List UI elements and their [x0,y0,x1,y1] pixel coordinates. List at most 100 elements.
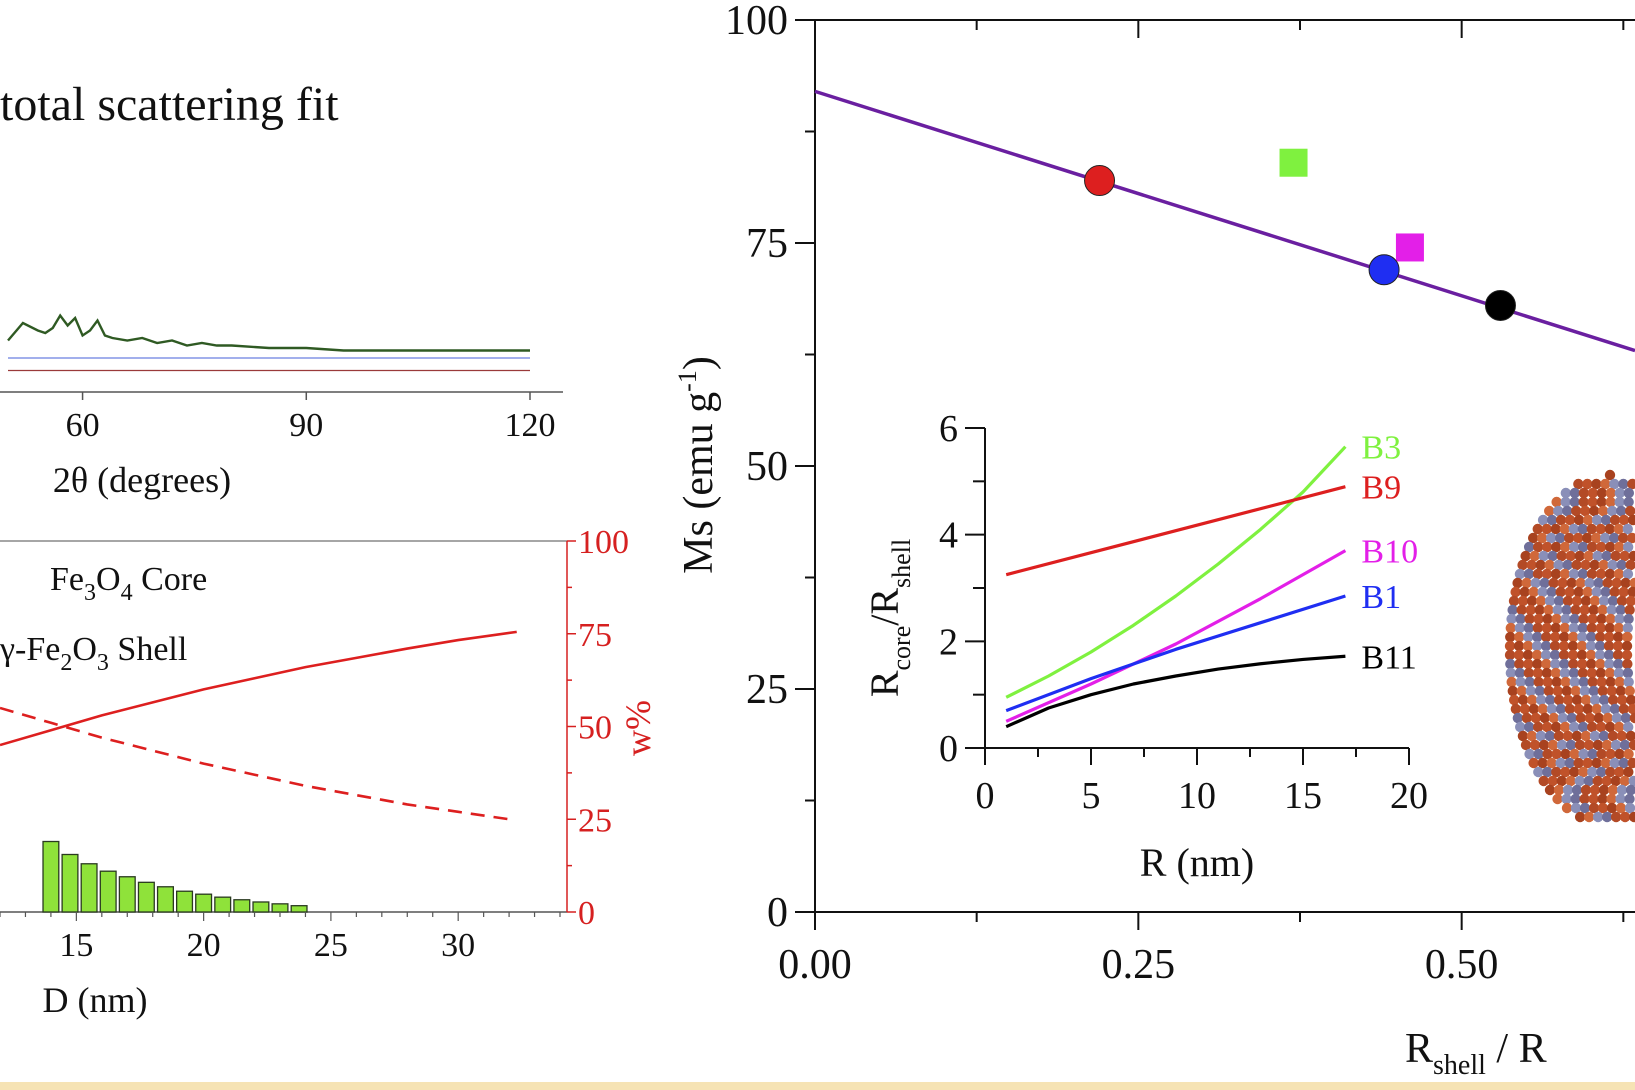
atom-sphere [1515,613,1526,625]
atom-sphere [1618,586,1629,598]
atom-sphere [1622,568,1634,580]
atom-sphere [1562,505,1573,517]
atom-sphere [1587,721,1598,733]
atom-sphere [1530,712,1542,724]
atom-sphere [1552,793,1563,805]
ms-point-B9 [1084,165,1116,197]
atom-sphere [1571,694,1583,706]
atom-sphere [1558,640,1570,652]
atom-sphere [1547,775,1558,787]
atom-sphere [1579,793,1590,805]
atom-sphere [1565,775,1576,787]
atom-sphere [1595,568,1607,580]
atom-sphere [1555,703,1567,715]
distribution-y2-tick-label: 75 [578,617,612,654]
atom-sphere [1587,496,1598,508]
atom-sphere [1523,667,1535,679]
atom-sphere [1578,721,1589,733]
atom-sphere [1537,586,1548,598]
atom-sphere [1624,685,1635,697]
atom-sphere [1514,622,1525,634]
atom-sphere [1586,667,1598,679]
atom-sphere [1564,757,1575,769]
atom-sphere [1609,514,1621,526]
atom-sphere [1601,775,1612,787]
ms-y-tick-label: 0 [767,890,788,936]
atom-sphere [1523,658,1534,670]
distribution-w-lines [0,630,517,821]
atom-sphere [1604,541,1616,553]
inset-line-B11 [1005,654,1346,729]
atom-sphere [1519,586,1530,598]
size-bar [156,886,174,913]
atom-sphere [1570,802,1582,814]
atom-sphere [1542,613,1553,625]
atom-sphere [1609,478,1620,490]
diffraction-x-label: 2θ (degrees) [53,460,231,500]
atom-sphere [1546,586,1557,598]
atom-sphere [1543,604,1554,616]
size-bar [61,853,79,913]
inset-y-label-sub1: core [887,626,916,671]
atom-sphere [1609,586,1620,598]
atom-sphere [1607,694,1619,706]
atom-sphere [1605,748,1616,760]
atom-sphere [1579,685,1590,697]
atom-sphere [1551,613,1562,625]
atom-sphere [1551,721,1562,733]
atom-sphere [1595,658,1606,670]
atom-sphere [1619,811,1631,823]
atom-sphere [1525,685,1536,697]
ms-y-label-main: Ms (emu g [676,392,722,574]
distribution-x-tick-label: 25 [314,927,348,964]
atom-sphere [1553,730,1565,742]
inset-line-B3 [1005,445,1347,699]
atom-sphere [1586,622,1597,634]
atom-sphere [1587,487,1599,499]
atom-sphere [1556,775,1567,787]
atom-sphere [1505,622,1516,634]
atom-sphere [1505,658,1516,670]
atom-sphere [1541,622,1552,634]
atom-sphere [1513,649,1525,661]
atom-sphere [1618,478,1629,490]
atom-sphere [1532,631,1543,643]
atom-sphere [1582,586,1593,598]
atom-sphere [1607,505,1618,517]
atom-sphere [1568,667,1580,679]
size-bar [99,870,117,913]
atom-sphere [1587,676,1598,688]
atom-sphere [1550,667,1562,679]
atom-sphere [1550,568,1562,580]
distribution-y2-tick-label: 100 [578,524,629,561]
inset-x-label: R (nm) [1140,840,1254,885]
atom-sphere [1611,712,1623,724]
atom-sphere [1596,487,1608,499]
atom-sphere [1577,667,1589,679]
atom-sphere [1533,676,1544,688]
atom-sphere [1573,514,1585,526]
atom-sphere [1604,469,1616,481]
atom-sphere [1544,694,1556,706]
inset-line-B9 [1005,485,1346,577]
atom-sphere [1594,640,1606,652]
atom-sphere [1596,721,1607,733]
atom-sphere [1588,604,1599,616]
atom-sphere [1521,712,1533,724]
atom-sphere [1584,712,1596,724]
atom-sphere [1596,676,1607,688]
atom-sphere [1619,739,1631,751]
atom-sphere [1591,757,1602,769]
distribution-x-ticks: 15 20 25 30 [0,912,561,964]
atom-sphere [1589,505,1600,517]
ms-y-tick-label: 75 [746,221,788,267]
atom-sphere [1614,487,1626,499]
atom-sphere [1613,631,1624,643]
atom-sphere [1533,748,1544,760]
atom-sphere [1544,505,1555,517]
atom-sphere [1517,730,1529,742]
ms-point-B10 [1395,233,1424,262]
atom-sphere [1550,523,1561,535]
atom-sphere [1589,595,1601,607]
annotation-part: O [72,631,97,668]
